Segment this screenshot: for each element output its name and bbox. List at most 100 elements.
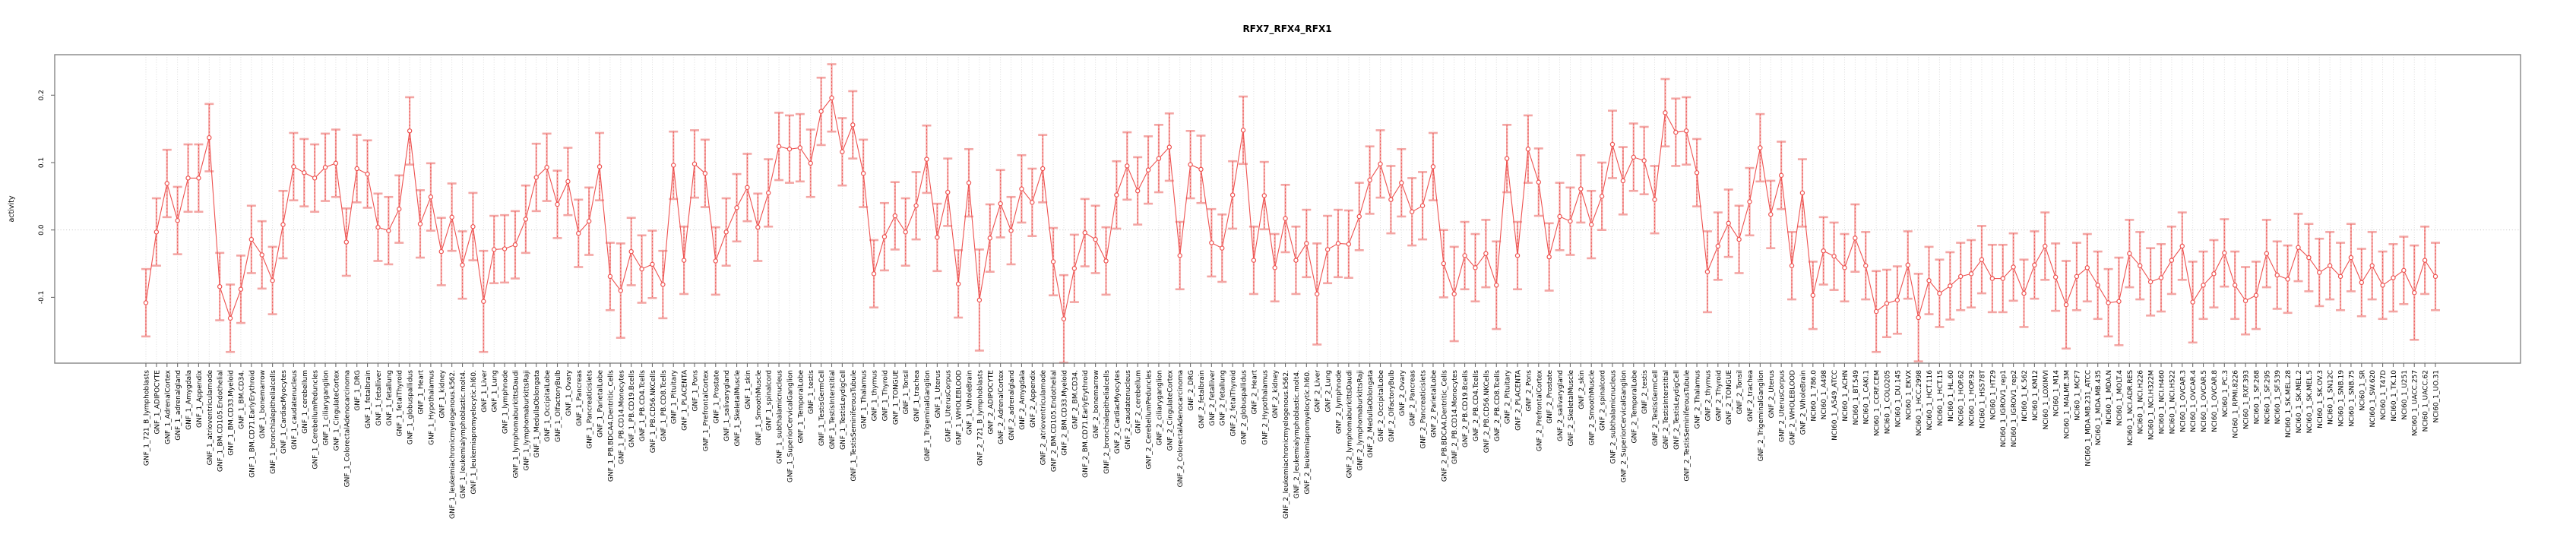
x-tick-label: GNF_2_TestisSeminiferousTubule [1684,370,1691,482]
data-point [386,228,391,233]
data-point [533,175,539,180]
x-tick-label: GNF_1_BM.CD33.Myeloid [228,370,236,456]
data-point [2369,263,2375,268]
plot-rendered-layers: GNF_1_721_B_lymphoblasts GNF_1_ADIPOCYTE G… [38,54,2521,519]
x-tick-label: GNF_2_Pancreas [1410,370,1417,426]
x-tick-label: GNF_1_PB.CD19.Bcells [628,370,636,447]
data-point [1378,161,1383,166]
data-point [1884,301,1890,306]
x-tick-label: GNF_1_salivarygland [723,370,731,441]
data-point [1050,259,1056,264]
data-point [1125,163,1130,169]
data-point [818,109,824,114]
data-point [871,271,877,277]
x-tick-label: GNF_2_Pituitary [1505,369,1512,424]
x-tick-label: NCI60_1_RPMI.8226 [2233,370,2240,438]
x-tick-label: GNF_2_BM.CD105.Endothelial [1051,370,1059,472]
x-tick-label: NCI60_1_MDA.MB.231_ATCC [2084,370,2092,466]
data-point [1367,177,1372,183]
x-tick-label: GNF_2_CardiacMyocytes [1114,370,1122,454]
data-point [1736,236,1742,242]
data-point [766,190,771,196]
x-tick-label: GNF_1_OlfactoryBulb [555,370,562,442]
data-point [945,189,951,195]
x-tick-label: NCI60_1_IGROV1_rep2 [2011,370,2018,447]
x-tick-label: NCI60_1_SK.MEL.28 [2285,370,2293,438]
x-tick-label: GNF_2_PB.BDCA4.Dentritic_Cells [1441,370,1448,482]
x-tick-label: NCI60_1_MOLT.4 [2116,370,2124,426]
data-point [1747,199,1752,204]
x-tick-label: GNF_1_PrefrontalCortex [702,369,710,451]
data-point [1335,241,1341,246]
y-tick-label: 0.1 [38,157,46,168]
x-tick-label: GNF_1_Pancreaticislets [587,370,594,449]
data-point [2264,251,2270,256]
data-point [1451,291,1457,297]
x-tick-label: GNF_1_TemporalLobe [797,370,805,444]
x-tick-label: NCI60_1_SNB.75 [2348,370,2356,427]
data-point [2190,299,2195,305]
data-point [1272,265,1277,270]
data-point [1283,216,1288,221]
x-tick-label: GNF_1_OccipitalLobe [544,370,552,442]
x-tick-label: GNF_1_Appendix [196,369,204,428]
x-tick-label: GNF_2_lymphomaburkittsRaji [1356,370,1364,471]
data-point [628,248,634,255]
x-tick-label: GNF_1_DRG [354,370,362,411]
x-tick-label: GNF_1_PLACENTA [682,369,689,431]
data-point [407,128,413,134]
data-point [650,261,655,267]
x-tick-label: GNF_2_Pancreaticislets [1420,370,1428,449]
x-tick-label: GNF_2_ciliaryganglion [1156,370,1163,445]
x-tick-label: GNF_2_lymphnode [1335,370,1343,435]
x-tick-label: NCI60_1_A549_ATCC [1831,370,1839,441]
x-tick-label: GNF_2_fetallung [1220,370,1227,425]
x-tick-label: GNF_2_TestisLeydigCell [1673,370,1681,450]
x-tick-label: GNF_1_trachea [913,370,921,422]
x-tick-label: NCI60_1_SF.539 [2274,370,2282,425]
data-point [713,258,718,264]
x-tick-label: NCI60_1_RXF.393 [2243,370,2251,429]
data-point [1209,240,1214,245]
x-tick-label: GNF_1_lymphomaburkittsRaji [523,370,530,471]
data-point [1040,166,1046,172]
x-tick-label: NCI60_1_SNB.19 [2338,370,2346,427]
x-tick-label: GNF_2_TestisInterstitial [1663,370,1670,449]
x-tick-label: GNF_2_Thalamus [1695,370,1702,429]
x-tick-label: NCI60_1_NCI.H226 [2138,370,2145,435]
data-point [555,201,560,207]
x-tick-label: NCI60_1_CAKI.1 [1863,370,1871,424]
x-tick-label: GNF_1_BM.CD105.Endothelial [217,370,225,472]
x-tick-label: GNF_2_testis [1641,370,1649,414]
x-tick-label: NCI60_1_UO.31 [2433,370,2441,422]
data-point [2116,299,2122,304]
x-tick-label: NCI60_1_MDA.MB.435 [2095,370,2103,445]
data-point [1673,129,1679,135]
x-tick-label: NCI60_1_NCI.ADR.RES [2127,370,2135,446]
x-tick-label: GNF_2_lymphomaburkittsDaudi [1346,370,1353,478]
x-tick-label: GNF_2_TemporalLobe [1631,370,1638,444]
data-point [1008,228,1014,233]
x-tick-label: GNF_1_ParietalLobe [597,370,605,438]
data-point [1409,209,1415,214]
data-point [2327,263,2333,268]
data-point [302,170,307,175]
data-point [671,163,676,168]
x-tick-label: GNF_2_OlfactoryBulb [1388,370,1396,442]
x-tick-label: GNF_2_fetalThyroid [1230,370,1238,437]
x-tick-label: NCI60_1_TK.10 [2391,370,2398,422]
data-point [2147,279,2154,285]
x-tick-label: GNF_2_Heart [1251,370,1258,415]
data-point [1261,193,1267,198]
data-point [544,165,549,170]
data-point [1494,283,1499,288]
x-tick-label: GNF_2_ParietalLobe [1430,370,1438,438]
x-tick-label: GNF_2_spinalcord [1600,370,1607,431]
x-tick-label: GNF_1_lymphnode [502,370,510,435]
x-tick-label: NCI60_1_786.0 [1810,370,1818,422]
data-point [797,145,803,150]
data-point [1473,265,1478,270]
data-point [565,179,571,185]
x-tick-label: GNF_1_MedullaOblongata [533,370,541,458]
data-point [2063,302,2069,308]
